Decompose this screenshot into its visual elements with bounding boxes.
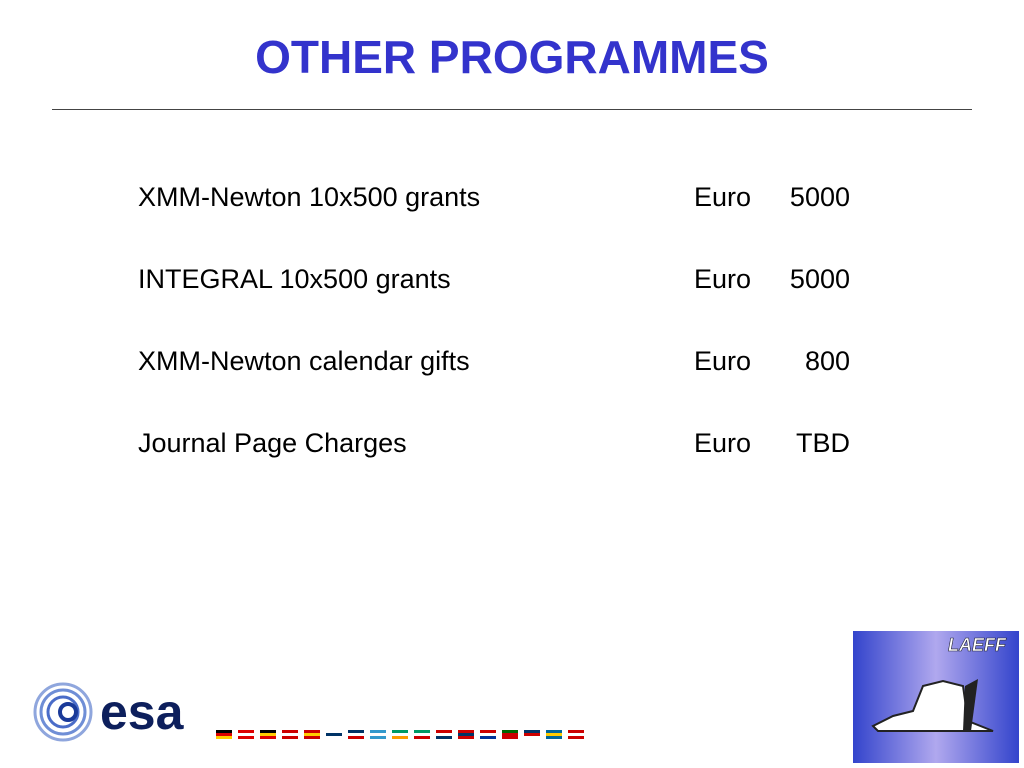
esa-swirl bbox=[33, 682, 93, 742]
flag-stripe bbox=[326, 730, 342, 733]
flag-stripe bbox=[568, 730, 584, 733]
flag-stripe bbox=[216, 733, 232, 736]
row-currency: Euro bbox=[694, 428, 752, 458]
flag-stripe bbox=[414, 736, 430, 739]
flag-stripe bbox=[392, 736, 408, 739]
flag-stripe bbox=[436, 736, 452, 739]
flag-stripe bbox=[502, 730, 518, 733]
flag-stripe bbox=[524, 730, 540, 733]
laeff-shadow bbox=[963, 679, 978, 731]
flag-stripe bbox=[348, 733, 364, 736]
member-flags bbox=[216, 730, 584, 739]
flag-stripe bbox=[304, 736, 320, 739]
row-currency: Euro bbox=[694, 182, 752, 212]
flag-stripe bbox=[480, 733, 496, 736]
esa-logo: esa bbox=[33, 682, 584, 742]
flag-stripe bbox=[546, 730, 562, 733]
flag-stripe bbox=[568, 736, 584, 739]
flag-stripe bbox=[238, 730, 254, 733]
flag-stripe bbox=[370, 736, 386, 739]
flag-stripe bbox=[238, 736, 254, 739]
flag-stripe bbox=[480, 736, 496, 739]
flag-stripe bbox=[260, 733, 276, 736]
flag-stripe bbox=[524, 736, 540, 739]
flag-stripe bbox=[546, 736, 562, 739]
flag-stripe bbox=[370, 730, 386, 733]
flag-stripe bbox=[502, 736, 518, 739]
flag-stripe bbox=[326, 736, 342, 739]
flag-stripe bbox=[260, 736, 276, 739]
row-label: INTEGRAL 10x500 grants bbox=[138, 264, 451, 294]
flag-stripe bbox=[216, 736, 232, 739]
flag-stripe bbox=[436, 733, 452, 736]
flag-stripe bbox=[282, 736, 298, 739]
flag-stripe bbox=[414, 733, 430, 736]
row-currency: Euro bbox=[694, 346, 752, 376]
flag-stripe bbox=[480, 730, 496, 733]
row-label: XMM-Newton calendar gifts bbox=[138, 346, 470, 376]
esa-wordmark: esa bbox=[100, 684, 185, 740]
flag-stripe bbox=[238, 733, 254, 736]
row-amount: 5000 bbox=[789, 182, 850, 212]
title-rule bbox=[52, 109, 972, 110]
flag-stripe bbox=[304, 733, 320, 736]
row-amount: 5000 bbox=[789, 264, 850, 294]
flag-stripe bbox=[260, 730, 276, 733]
row-label: XMM-Newton 10x500 grants bbox=[138, 182, 481, 212]
row-label: Journal Page Charges bbox=[138, 428, 407, 458]
flag-stripe bbox=[282, 733, 298, 736]
flag-stripe bbox=[458, 736, 474, 739]
slide-title: OTHER PROGRAMMES bbox=[255, 31, 769, 83]
flag-stripe bbox=[414, 730, 430, 733]
flag-stripe bbox=[348, 730, 364, 733]
row-currency: Euro bbox=[694, 264, 752, 294]
flag-stripe bbox=[370, 733, 386, 736]
flag-stripe bbox=[436, 730, 452, 733]
flag-stripe bbox=[568, 733, 584, 736]
flag-stripe bbox=[348, 736, 364, 739]
row-amount: TBD bbox=[796, 428, 850, 458]
flag-stripe bbox=[546, 733, 562, 736]
flag-stripe bbox=[282, 730, 298, 733]
flag-stripe bbox=[458, 733, 474, 736]
laeff-castle bbox=[871, 679, 994, 732]
flag-stripe bbox=[392, 733, 408, 736]
flag-stripe bbox=[458, 730, 474, 733]
laeff-logo: LAEFF bbox=[853, 631, 1019, 763]
flag-stripe bbox=[216, 730, 232, 733]
row-amount: 800 bbox=[804, 346, 850, 376]
flag-stripe bbox=[524, 733, 540, 736]
flag-stripe bbox=[502, 733, 518, 736]
flag-stripe bbox=[392, 730, 408, 733]
flag-stripe bbox=[326, 733, 342, 736]
flag-stripe bbox=[304, 730, 320, 733]
laeff-wordmark: LAEFF bbox=[948, 635, 1007, 655]
